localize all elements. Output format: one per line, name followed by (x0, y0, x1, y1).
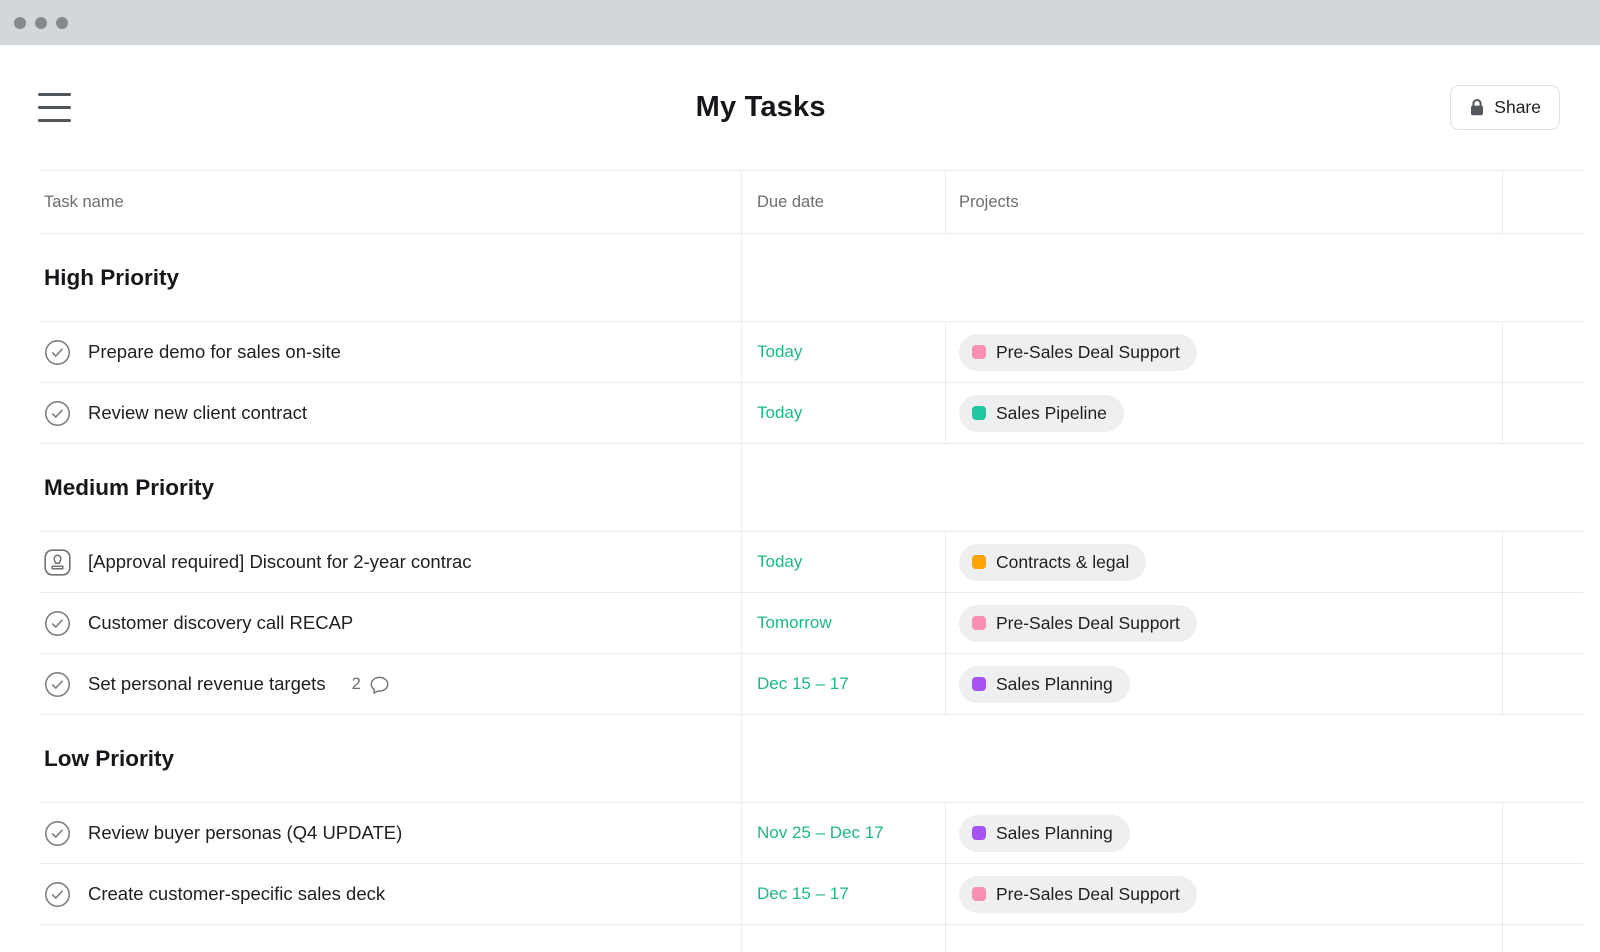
window-dot-2 (35, 16, 47, 29)
project-color-dot (972, 826, 986, 840)
project-name: Sales Pipeline (996, 402, 1107, 423)
section-title: Medium Priority (44, 474, 215, 500)
table-header-row: Task name Due date Projects (40, 171, 1583, 234)
project-badge[interactable]: Contracts & legal (959, 543, 1147, 581)
due-date: Dec 15 – 17 (757, 674, 849, 693)
column-header-task-name: Task name (44, 192, 124, 211)
project-color-dot (972, 345, 986, 359)
task-table: Task name Due date Projects High Priorit… (40, 170, 1583, 952)
task-row[interactable]: Set personal revenue targets 2 Dec 15 – … (40, 654, 1583, 715)
project-name: Pre-Sales Deal Support (996, 612, 1180, 633)
project-name: Sales Planning (996, 822, 1113, 843)
project-badge[interactable]: Pre-Sales Deal Support (959, 875, 1197, 913)
share-button-label: Share (1494, 97, 1541, 117)
section-header-row: High Priority (40, 234, 1583, 322)
check-circle-icon[interactable] (44, 400, 71, 427)
due-date: Today (757, 552, 803, 571)
check-circle-icon[interactable] (44, 339, 71, 366)
section-title: High Priority (44, 264, 180, 290)
check-circle-icon[interactable] (44, 610, 71, 637)
check-circle-icon[interactable] (44, 820, 71, 847)
project-color-dot (972, 616, 986, 630)
lock-icon (1469, 98, 1485, 117)
window-dot-3 (56, 16, 68, 29)
table-body: High Priority Prepare demo for sales on-… (40, 234, 1583, 925)
task-name: [Approval required] Discount for 2-year … (88, 551, 472, 572)
task-row[interactable]: Prepare demo for sales on-site Today Pre… (40, 322, 1583, 383)
task-name: Create customer-specific sales deck (88, 883, 386, 904)
comment-indicator: 2 (352, 674, 390, 695)
section-title: Low Priority (44, 745, 175, 771)
task-row[interactable]: [Approval required] Discount for 2-year … (40, 532, 1583, 593)
due-date: Dec 15 – 17 (757, 884, 849, 903)
project-color-dot (972, 406, 986, 420)
comment-bubble-icon (369, 674, 390, 695)
project-badge[interactable]: Sales Planning (959, 665, 1130, 703)
task-name: Customer discovery call RECAP (88, 612, 354, 633)
share-button[interactable]: Share (1450, 85, 1560, 130)
hamburger-menu-icon[interactable] (38, 93, 71, 122)
due-date: Nov 25 – Dec 17 (757, 823, 884, 842)
column-header-due-date: Due date (741, 171, 945, 233)
project-badge[interactable]: Sales Planning (959, 814, 1130, 852)
project-badge[interactable]: Pre-Sales Deal Support (959, 604, 1197, 642)
column-header-projects: Projects (945, 171, 1502, 233)
stamp-icon[interactable] (44, 548, 71, 576)
window-titlebar (0, 0, 1600, 45)
due-date: Today (757, 342, 803, 361)
project-badge[interactable]: Sales Pipeline (959, 394, 1124, 432)
task-name: Set personal revenue targets (88, 673, 326, 694)
section-header-row: Low Priority (40, 715, 1583, 803)
project-name: Pre-Sales Deal Support (996, 341, 1180, 362)
app-header: My Tasks Share (0, 45, 1600, 170)
page-title: My Tasks (695, 91, 826, 123)
table-partial-row (40, 925, 1583, 952)
column-header-empty (1502, 171, 1583, 233)
project-name: Contracts & legal (996, 551, 1130, 572)
section-header-row: Medium Priority (40, 444, 1583, 532)
project-badge[interactable]: Pre-Sales Deal Support (959, 333, 1197, 371)
due-date: Tomorrow (757, 613, 832, 632)
check-circle-icon[interactable] (44, 671, 71, 698)
task-name: Review new client contract (88, 402, 308, 423)
comment-count: 2 (351, 674, 361, 693)
due-date: Today (757, 403, 803, 422)
task-row[interactable]: Review new client contract Today Sales P… (40, 383, 1583, 444)
task-row[interactable]: Create customer-specific sales deck Dec … (40, 864, 1583, 925)
project-name: Pre-Sales Deal Support (996, 883, 1180, 904)
project-color-dot (972, 555, 986, 569)
task-row[interactable]: Review buyer personas (Q4 UPDATE) Nov 25… (40, 803, 1583, 864)
check-circle-icon[interactable] (44, 881, 71, 908)
window-dot-1 (14, 16, 26, 29)
task-name: Prepare demo for sales on-site (88, 341, 341, 362)
project-color-dot (972, 677, 986, 691)
task-row[interactable]: Customer discovery call RECAP Tomorrow P… (40, 593, 1583, 654)
task-name: Review buyer personas (Q4 UPDATE) (88, 822, 403, 843)
project-name: Sales Planning (996, 673, 1113, 694)
project-color-dot (972, 887, 986, 901)
